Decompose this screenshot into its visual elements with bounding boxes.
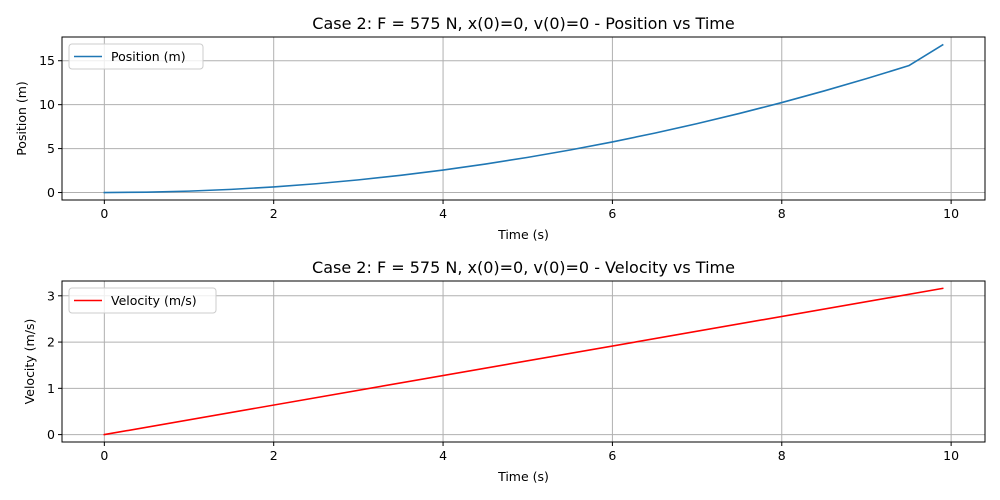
velocity-axes-frame bbox=[61, 280, 986, 443]
position-axes-frame bbox=[61, 36, 986, 201]
position-y-tick-label-2: 10 bbox=[39, 97, 55, 112]
position-x-tick-label-5: 10 bbox=[943, 206, 959, 221]
velocity-panel: 0 2 4 6 8 10 0 1 2 3 Case 2: F = 575 N, x(0)=0, v(… bbox=[22, 258, 986, 484]
position-y-axis-label: Position (m) bbox=[14, 81, 29, 156]
position-y-tick-label-0: 0 bbox=[47, 185, 55, 200]
velocity-x-axis-label: Time (s) bbox=[497, 469, 549, 484]
velocity-series-line-0 bbox=[103, 287, 944, 436]
position-legend-label-0: Position (m) bbox=[111, 49, 186, 64]
velocity-y-tick-label-3: 3 bbox=[47, 288, 55, 303]
velocity-y-tick-label-1: 1 bbox=[47, 381, 55, 396]
velocity-x-tick-label-3: 6 bbox=[608, 448, 616, 463]
velocity-x-tick-label-1: 2 bbox=[270, 448, 278, 463]
position-legend-box bbox=[68, 43, 204, 70]
velocity-y-tick-label-2: 2 bbox=[47, 335, 55, 350]
position-x-tick-label-3: 6 bbox=[608, 206, 616, 221]
position-panel: 0 2 4 6 8 10 0 5 10 15 Case 2: F = 575 N, x(0)=0, … bbox=[14, 14, 986, 242]
position-x-tick-label-4: 8 bbox=[778, 206, 786, 221]
velocity-legend-label-0: Velocity (m/s) bbox=[111, 293, 197, 308]
position-series-line-0 bbox=[103, 43, 944, 194]
velocity-y-axis-label: Velocity (m/s) bbox=[22, 319, 37, 405]
velocity-legend-box bbox=[68, 287, 217, 314]
velocity-chart-title: Case 2: F = 575 N, x(0)=0, v(0)=0 - Velo… bbox=[312, 258, 735, 277]
position-x-tick-label-2: 4 bbox=[439, 206, 447, 221]
position-y-tick-label-1: 5 bbox=[47, 141, 55, 156]
velocity-y-tick-label-0: 0 bbox=[47, 427, 55, 442]
velocity-x-tick-label-5: 10 bbox=[943, 448, 959, 463]
position-x-tick-label-0: 0 bbox=[100, 206, 108, 221]
position-x-axis-label: Time (s) bbox=[497, 227, 549, 242]
velocity-x-tick-label-0: 0 bbox=[100, 448, 108, 463]
position-x-tick-label-1: 2 bbox=[270, 206, 278, 221]
velocity-x-tick-label-4: 8 bbox=[778, 448, 786, 463]
position-chart-title: Case 2: F = 575 N, x(0)=0, v(0)=0 - Posi… bbox=[312, 14, 734, 33]
position-y-tick-label-3: 15 bbox=[39, 53, 55, 68]
velocity-x-tick-label-2: 4 bbox=[439, 448, 447, 463]
